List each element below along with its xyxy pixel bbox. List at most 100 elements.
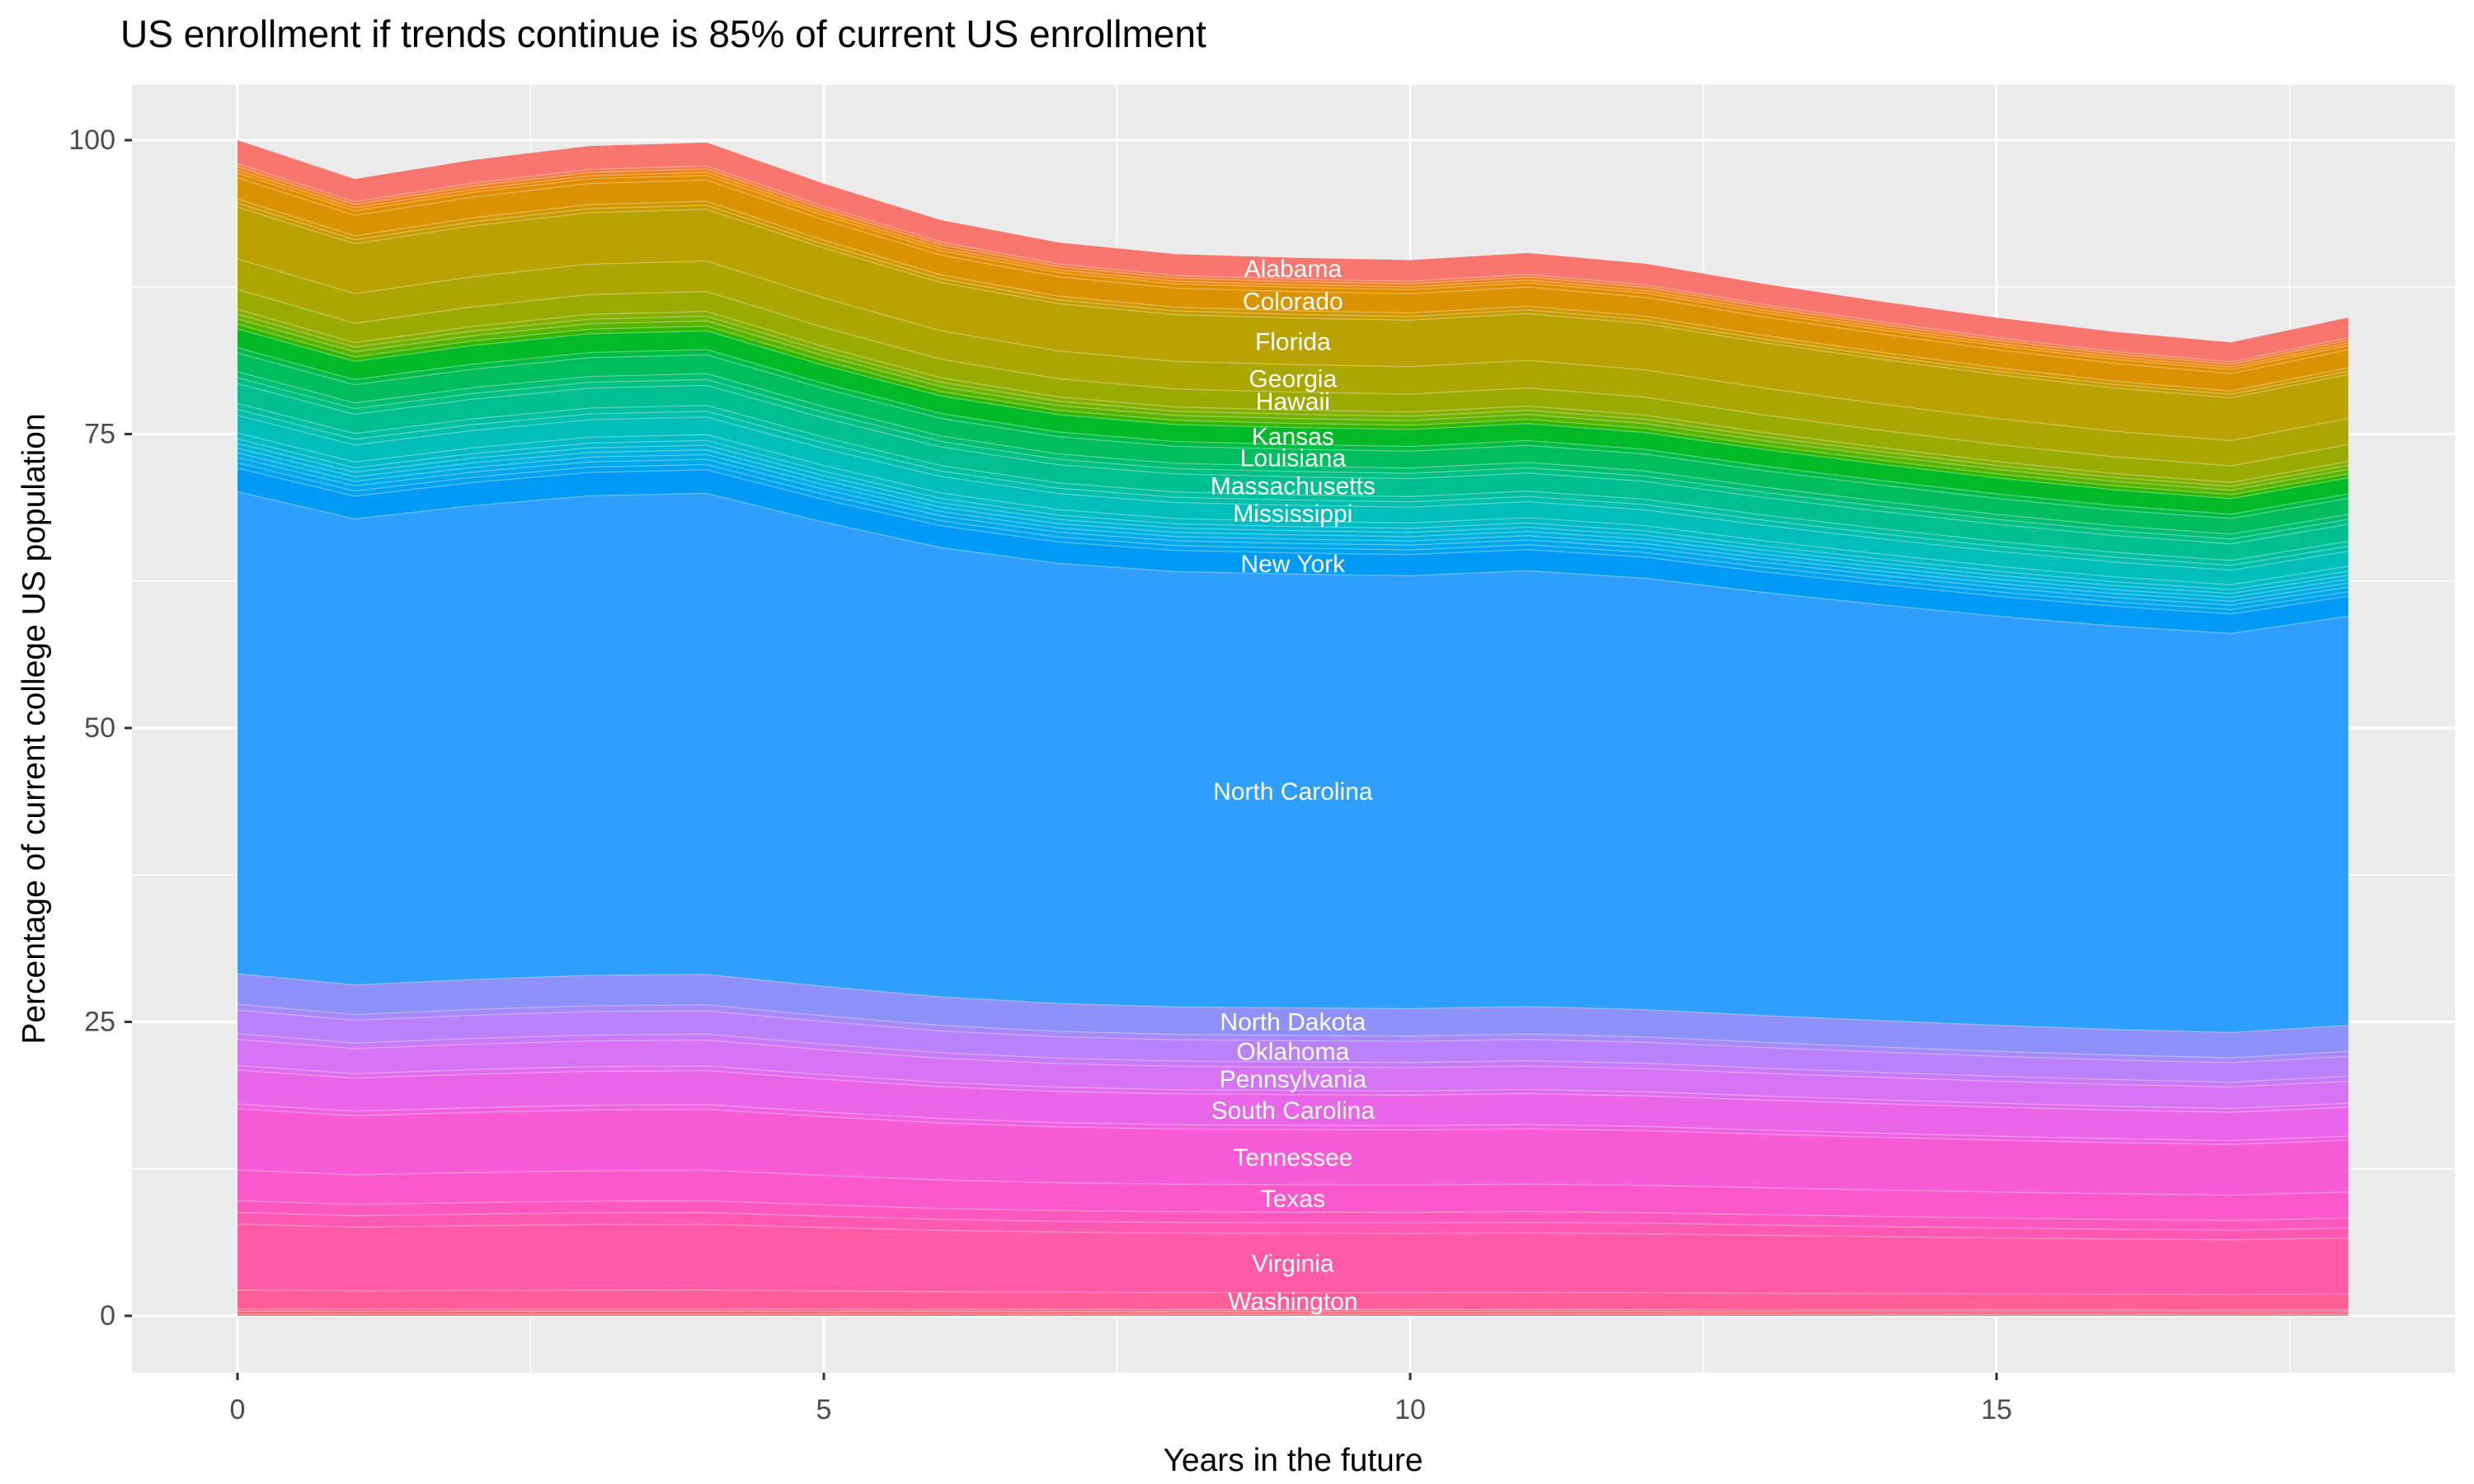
state-label-georgia: Georgia <box>1249 365 1337 392</box>
area-band-arkansas <box>238 170 2349 370</box>
band-divider <box>237 1308 2349 1311</box>
band-divider <box>237 1289 2349 1295</box>
area-band-new-york <box>238 467 2349 634</box>
state-label-pennsylvania: Pennsylvania <box>1220 1066 1367 1093</box>
x-axis-title: Years in the future <box>1163 1443 1423 1478</box>
area-band-louisiana <box>238 353 2349 534</box>
band-divider <box>237 198 2349 392</box>
state-label-texas: Texas <box>1261 1186 1325 1213</box>
state-label-oklahoma: Oklahoma <box>1236 1039 1349 1066</box>
area-band-new-mexico <box>238 463 2349 614</box>
area-band-delaware <box>238 203 2349 398</box>
band-divider <box>237 432 2349 585</box>
band-divider <box>237 1223 2349 1241</box>
band-divider <box>237 1200 2349 1221</box>
state-label-massachusetts: Massachusetts <box>1211 473 1376 500</box>
band-divider <box>237 289 2349 467</box>
area-band-nebraska <box>238 443 2349 598</box>
area-band-indiana <box>238 318 2349 495</box>
band-divider <box>237 328 2349 500</box>
area-band-virginia <box>238 1223 2349 1294</box>
area-band-michigan <box>238 403 2349 566</box>
area-band-california <box>238 172 2349 374</box>
state-label-north-carolina: North Carolina <box>1213 778 1373 805</box>
area-band-pennsylvania <box>238 1039 2349 1109</box>
band-divider <box>237 318 2349 491</box>
area-band-arizona <box>238 167 2349 368</box>
area-band-nevada <box>238 448 2349 602</box>
band-divider <box>237 1169 2349 1196</box>
band-divider <box>237 176 2349 374</box>
x-tick-label: 0 <box>230 1394 246 1425</box>
band-divider <box>237 371 2349 535</box>
band-divider <box>237 1069 2349 1113</box>
state-label-washington: Washington <box>1228 1289 1357 1316</box>
area-band-utah <box>238 1200 2349 1231</box>
band-divider <box>237 1310 2349 1313</box>
band-divider <box>237 347 2349 515</box>
area-band-alabama <box>238 140 2349 362</box>
band-divider <box>237 166 2349 365</box>
area-band-vermont <box>238 1212 2349 1240</box>
area-band-connecticut <box>238 199 2349 395</box>
band-divider <box>237 402 2349 561</box>
band-divider <box>237 438 2349 590</box>
y-tick-label: 0 <box>100 1300 115 1331</box>
area-band-wisconsin <box>238 1311 2349 1315</box>
band-divider <box>237 202 2349 396</box>
band-divider <box>237 206 2349 399</box>
area-band-washington <box>238 1289 2349 1310</box>
band-divider <box>237 457 2349 606</box>
state-label-alabama: Alabama <box>1244 256 1343 283</box>
x-tick-label: 5 <box>816 1394 832 1425</box>
band-divider <box>237 1003 2349 1059</box>
state-label-south-carolina: South Carolina <box>1211 1097 1376 1125</box>
page-title: US enrollment if trends continue is 85% … <box>120 12 1206 55</box>
band-divider <box>237 1211 2349 1231</box>
band-divider <box>237 443 2349 594</box>
state-label-hawaii: Hawaii <box>1256 388 1330 416</box>
state-label-florida: Florida <box>1255 328 1331 355</box>
area-band-rhode-island <box>238 1065 2349 1113</box>
band-divider <box>237 258 2349 442</box>
band-divider <box>237 162 2349 363</box>
area-band-wyoming <box>238 1313 2349 1316</box>
area-band-kansas <box>238 328 2349 514</box>
area-band-missouri <box>238 433 2349 590</box>
area-band-west-virginia <box>238 1308 2349 1313</box>
band-divider <box>237 415 2349 571</box>
state-label-virginia: Virginia <box>1252 1250 1334 1277</box>
band-divider <box>237 1103 2349 1142</box>
area-band-montana <box>238 439 2349 594</box>
area-band-iowa <box>238 324 2349 499</box>
area-band-oklahoma <box>238 1010 2349 1082</box>
y-tick-label: 50 <box>84 712 115 744</box>
state-label-louisiana: Louisiana <box>1240 445 1347 472</box>
x-tick-label: 10 <box>1395 1394 1426 1425</box>
band-divider <box>237 1039 2349 1088</box>
area-band-mississippi <box>238 415 2349 585</box>
area-band-florida <box>238 207 2349 441</box>
band-divider <box>237 323 2349 495</box>
area-band-south-dakota <box>238 1104 2349 1145</box>
state-label-new-york: New York <box>1240 551 1346 578</box>
area-band-kentucky <box>238 347 2349 519</box>
band-divider <box>237 447 2349 599</box>
state-label-tennessee: Tennessee <box>1233 1144 1352 1172</box>
band-divider <box>237 973 2349 1034</box>
x-tick-label: 15 <box>1981 1394 2012 1425</box>
band-divider <box>237 467 2349 615</box>
state-label-colorado: Colorado <box>1243 289 1343 316</box>
state-label-north-dakota: North Dakota <box>1220 1009 1366 1036</box>
band-divider <box>237 377 2349 540</box>
area-band-georgia <box>238 259 2349 467</box>
area-band-texas <box>238 1170 2349 1221</box>
band-divider <box>237 172 2349 370</box>
y-tick-label: 25 <box>84 1007 115 1038</box>
area-band-colorado <box>238 177 2349 392</box>
band-divider <box>237 308 2349 483</box>
band-divider <box>237 491 2349 634</box>
band-divider <box>237 408 2349 566</box>
